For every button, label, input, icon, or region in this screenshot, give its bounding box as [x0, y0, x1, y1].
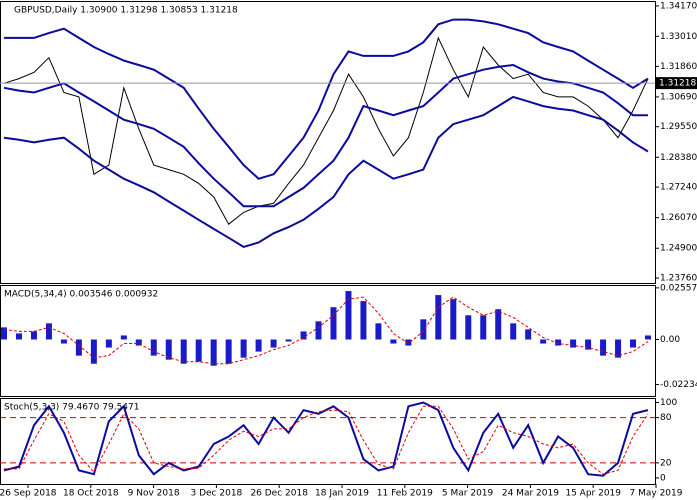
histogram-bar [15, 333, 22, 340]
y-tick-label: 1.27240 [660, 183, 697, 193]
histogram-bar [465, 315, 472, 340]
y-tick-label: 80 [660, 413, 672, 423]
histogram-bar [570, 339, 577, 348]
x-tick-label: 3 Dec 2018 [191, 489, 243, 499]
x-tick-label: 26 Dec 2018 [250, 489, 308, 499]
histogram-bar [405, 339, 412, 346]
x-tick-label: 7 May 2019 [630, 489, 683, 499]
histogram-bar [645, 335, 651, 340]
indicator-line [3, 36, 649, 225]
histogram-bar [165, 339, 172, 360]
histogram-bar [255, 339, 262, 352]
histogram-bar [630, 339, 637, 348]
y-tick-label: 100 [660, 398, 677, 408]
histogram-bar [525, 329, 532, 340]
last-price-label: 1.31218 [659, 79, 696, 89]
histogram-bar [180, 339, 187, 364]
histogram-bar [135, 339, 142, 346]
y-tick-label: 1.33010 [660, 32, 697, 42]
histogram-bar [300, 331, 307, 340]
signal-line [4, 405, 649, 475]
histogram-bar [90, 339, 97, 364]
y-tick-label: 1.29550 [660, 122, 697, 132]
indicator-line [4, 18, 649, 180]
histogram-bar [225, 339, 232, 364]
histogram-bar [75, 339, 82, 356]
histogram-bar [435, 295, 442, 340]
y-tick-label: 1.34170 [660, 1, 697, 11]
x-tick-label: 11 Feb 2019 [377, 489, 433, 499]
y-tick-label: 0.00 [660, 335, 680, 345]
histogram-bar [450, 299, 457, 340]
panel-frame [0, 398, 656, 485]
panel-title: Stoch(5,3,3) 79.4670 79.5471 [4, 403, 139, 413]
panel-title: GBPUSD,Daily 1.30900 1.31298 1.30853 1.3… [14, 6, 238, 16]
indicator-line [3, 63, 648, 208]
panel-frame [0, 1, 656, 284]
histogram-bar [615, 339, 622, 358]
histogram-bar [1, 327, 7, 340]
y-tick-label: 1.23760 [660, 274, 697, 284]
x-tick-label: 18 Oct 2018 [63, 489, 119, 499]
histogram-bar [150, 339, 157, 356]
y-tick-label: 1.24900 [660, 244, 697, 254]
histogram-bar [540, 339, 547, 344]
y-tick-label: -0.02234 [660, 380, 697, 390]
last-price-box [656, 77, 697, 90]
histogram-bar [270, 339, 277, 348]
histogram-bar [120, 335, 127, 340]
histogram-bar [345, 291, 352, 340]
histogram-bar [45, 323, 52, 340]
y-tick-label: 0 [660, 473, 666, 483]
histogram-bar [60, 339, 67, 344]
histogram-bar [315, 321, 322, 340]
x-tick-label: 5 Mar 2019 [442, 489, 494, 499]
histogram-bar [375, 323, 382, 340]
histogram-bar [555, 339, 562, 346]
histogram-bar [30, 331, 37, 340]
histogram-bar [480, 315, 487, 340]
y-tick-label: 0.025577 [660, 283, 697, 293]
histogram-bar [105, 339, 112, 348]
signal-line [3, 296, 649, 365]
x-tick-label: 26 Sep 2018 [0, 489, 57, 499]
histogram-bar [240, 339, 247, 358]
histogram-bar [330, 307, 337, 340]
y-tick-label: 1.28380 [660, 153, 697, 163]
indicator-line [3, 401, 649, 477]
histogram-bar [360, 301, 367, 340]
indicator-line [3, 95, 649, 248]
y-tick-label: 1.26070 [660, 213, 697, 223]
x-tick-label: 15 Apr 2019 [565, 489, 621, 499]
y-tick-label: 1.30690 [660, 92, 697, 102]
panel-frame [0, 285, 656, 397]
histogram-bar [195, 339, 202, 362]
histogram-bar [585, 339, 592, 350]
histogram-bar [495, 309, 502, 340]
y-tick-label: 20 [660, 458, 672, 468]
panel-title: MACD(5,34,4) 0.003546 0.000932 [4, 290, 158, 300]
x-tick-label: 9 Nov 2018 [128, 489, 180, 499]
x-tick-label: 24 Mar 2019 [502, 489, 559, 499]
histogram-bar [510, 323, 517, 340]
histogram-bar [390, 339, 397, 344]
histogram-bar [600, 339, 607, 356]
histogram-bar [285, 339, 292, 342]
histogram-bar [210, 339, 217, 366]
x-tick-label: 18 Jan 2019 [315, 489, 369, 499]
y-tick-label: 1.31860 [660, 62, 697, 72]
histogram-bar [420, 319, 427, 340]
